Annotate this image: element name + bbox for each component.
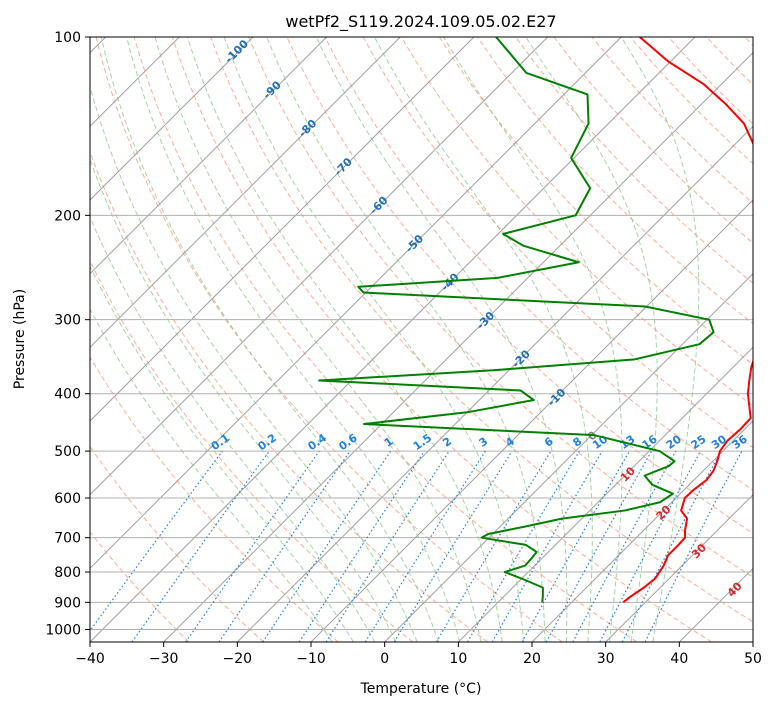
y-tick-label: 200 (54, 208, 81, 224)
y-tick-label: 100 (54, 30, 81, 46)
y-tick-label: 900 (54, 595, 81, 611)
x-tick-label: 0 (380, 651, 389, 667)
y-tick-label: 600 (54, 491, 81, 507)
x-tick-label: 20 (523, 651, 541, 667)
x-tick-label: 30 (597, 651, 615, 667)
y-tick-label: 1000 (45, 622, 81, 638)
y-tick-label: 800 (54, 565, 81, 581)
x-tick-label: −10 (296, 651, 326, 667)
y-tick-label: 400 (54, 387, 81, 403)
y-tick-label: 300 (54, 313, 81, 329)
chart-title: wetPf2_S119.2024.109.05.02.E27 (285, 12, 556, 32)
x-axis-label: Temperature (°C) (360, 681, 482, 697)
y-tick-label: 700 (54, 531, 81, 547)
x-tick-label: −40 (75, 651, 105, 667)
x-tick-label: −20 (223, 651, 253, 667)
y-tick-label: 500 (54, 444, 81, 460)
x-tick-label: 10 (449, 651, 467, 667)
y-axis-label: Pressure (hPa) (12, 289, 28, 389)
x-tick-label: −30 (149, 651, 179, 667)
x-tick-label: 50 (744, 651, 762, 667)
x-tick-label: 40 (670, 651, 688, 667)
